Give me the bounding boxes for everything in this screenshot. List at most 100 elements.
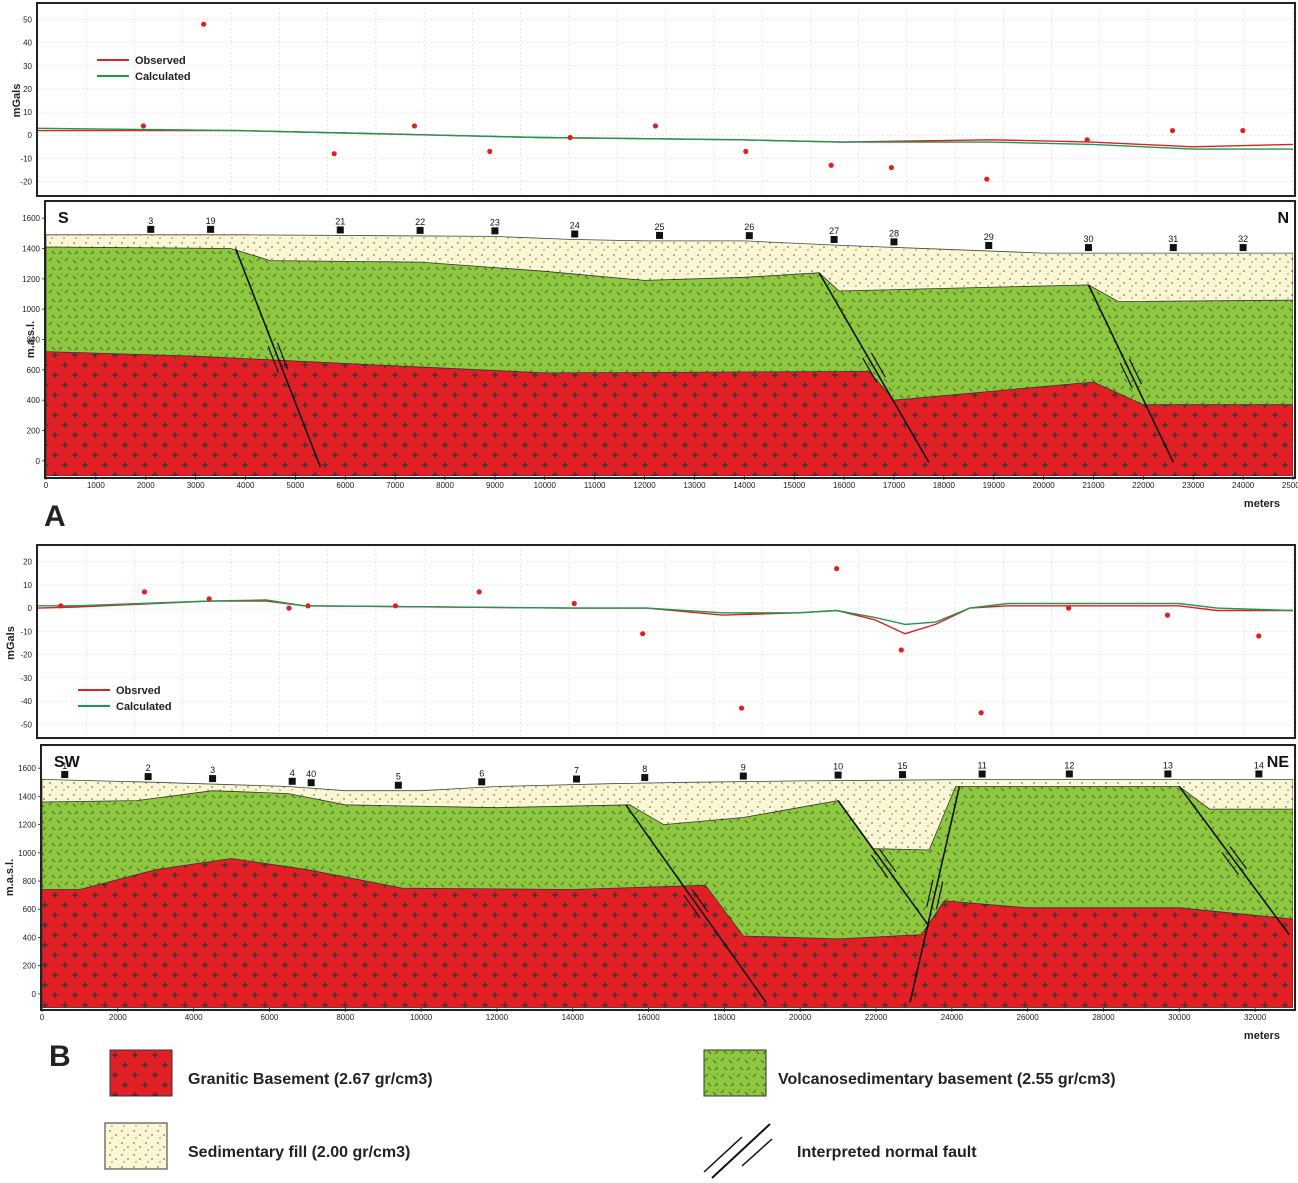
y-tick-label: -20 — [20, 651, 32, 660]
panel-label: A — [44, 500, 66, 533]
x-axis-label: meters — [1244, 498, 1280, 510]
x-tick-label: 23000 — [1182, 481, 1205, 490]
observed-point — [331, 151, 337, 157]
legend-granite-swatch — [109, 1049, 173, 1097]
y-axis-label: m.a.s.l. — [25, 321, 37, 358]
legend-fault-line — [711, 1123, 771, 1179]
station-marker — [1084, 244, 1092, 252]
station-marker — [978, 770, 986, 778]
y-tick-label: 1400 — [18, 792, 36, 801]
y-tick-label: 1000 — [22, 305, 40, 314]
station-marker — [416, 226, 424, 234]
y-tick-label: -10 — [20, 627, 32, 636]
station-marker — [1065, 770, 1073, 778]
station-marker — [1169, 244, 1177, 252]
direction-right-label: N — [1277, 210, 1289, 227]
y-tick-label: 400 — [27, 396, 41, 405]
x-tick-label: 4000 — [237, 481, 255, 490]
y-tick-label: 10 — [23, 108, 32, 117]
series-line-0 — [37, 600, 1293, 635]
legend-label: Observed — [135, 55, 186, 67]
legend-label: Obsrved — [116, 685, 161, 697]
fault-line — [1178, 786, 1290, 936]
series-line-1 — [38, 599, 1294, 626]
station-label: 21 — [335, 216, 345, 226]
x-tick-label: 32000 — [1244, 1013, 1267, 1022]
x-tick-label: 9000 — [486, 481, 504, 490]
y-tick-label: 600 — [23, 905, 37, 914]
legend-volcano-label: Volcanosedimentary basement (2.55 gr/cm3… — [778, 1071, 1116, 1088]
observed-point — [1240, 127, 1246, 134]
x-tick-label: 2000 — [109, 1013, 127, 1022]
y-tick-label: 600 — [27, 366, 41, 375]
fault-line — [234, 248, 322, 468]
observed-point — [206, 596, 212, 602]
fault-arrow — [878, 848, 897, 873]
legend-sediment-swatch — [104, 1122, 168, 1170]
x-tick-label: 13000 — [683, 481, 706, 490]
y-tick-label: 1600 — [18, 764, 36, 773]
station-label: 22 — [415, 217, 425, 227]
station-marker — [207, 225, 215, 233]
station-marker — [571, 230, 579, 238]
station-marker — [478, 778, 486, 786]
x-tick-label: 16000 — [637, 1013, 660, 1022]
station-marker — [573, 775, 581, 783]
y-axis-label: mGals — [11, 84, 23, 118]
observed-point — [411, 123, 418, 129]
station-marker — [1255, 770, 1263, 778]
station-label: 13 — [1163, 760, 1173, 770]
fault-arrow — [1128, 358, 1142, 385]
x-tick-label: 30000 — [1168, 1013, 1191, 1022]
station-label: 3 — [148, 216, 153, 226]
observed-point — [141, 589, 148, 595]
x-tick-label: 12000 — [486, 1013, 509, 1022]
x-tick-label: 6000 — [261, 1013, 279, 1022]
station-marker — [834, 771, 842, 779]
y-tick-label: 40 — [23, 39, 32, 48]
x-tick-label: 20000 — [789, 1013, 812, 1022]
observed-point — [58, 603, 64, 609]
x-tick-label: 10000 — [534, 481, 557, 490]
x-tick-label: 0 — [44, 481, 49, 490]
x-tick-label: 14000 — [733, 481, 756, 490]
fault-line — [909, 786, 961, 1003]
station-marker — [656, 231, 664, 239]
y-tick-label: 1200 — [18, 821, 36, 830]
fault-arrow — [267, 346, 279, 373]
observed-point — [1066, 605, 1072, 611]
station-marker — [899, 771, 907, 779]
x-tick-label: 28000 — [1092, 1013, 1115, 1022]
station-label: 14 — [1254, 760, 1264, 770]
y-axis-label: m.a.s.l. — [4, 859, 16, 896]
y-tick-label: 200 — [27, 427, 41, 436]
x-tick-label: 0 — [40, 1013, 45, 1022]
station-marker — [147, 225, 155, 233]
station-label: 26 — [744, 222, 754, 232]
station-marker — [336, 226, 344, 234]
observed-point — [571, 600, 577, 607]
fault-arrow — [1119, 362, 1133, 389]
x-tick-label: 6000 — [336, 481, 354, 490]
section-body — [46, 234, 1293, 476]
station-marker — [144, 773, 152, 781]
x-tick-label: 22000 — [1132, 481, 1155, 490]
observed-point — [201, 21, 207, 27]
station-label: 30 — [1083, 234, 1093, 244]
x-tick-label: 24000 — [1232, 481, 1255, 490]
section-body — [42, 778, 1293, 1008]
observed-point — [487, 148, 493, 154]
gravity-panel-0: 50 40 30 20 10 0 -10 -20 mGals Observed Calculated — [11, 2, 1296, 197]
station-marker — [61, 771, 69, 779]
x-axis-label: meters — [1244, 1030, 1280, 1042]
x-tick-label: 2000 — [137, 481, 155, 490]
observed-point — [392, 603, 399, 609]
x-tick-label: 15000 — [783, 481, 806, 490]
station-marker — [1164, 770, 1172, 778]
y-tick-label: 20 — [23, 85, 32, 94]
station-label: 19 — [206, 216, 216, 226]
x-tick-label: 21000 — [1082, 481, 1105, 490]
station-label: 3 — [210, 765, 215, 775]
y-tick-label: 800 — [23, 877, 37, 886]
